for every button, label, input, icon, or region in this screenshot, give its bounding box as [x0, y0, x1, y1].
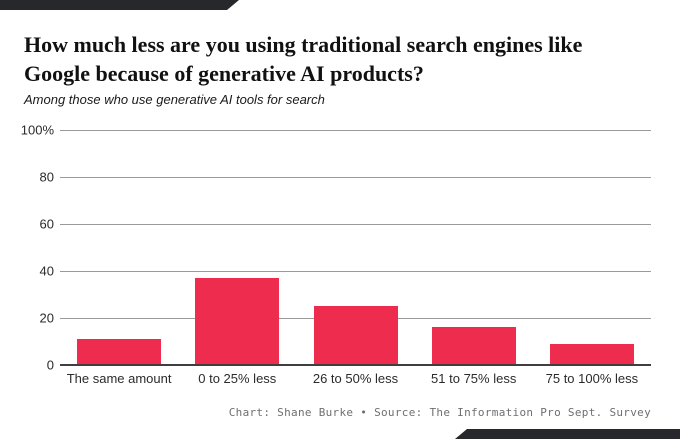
bar: [195, 278, 280, 365]
x-tick-label: 0 to 25% less: [198, 371, 277, 386]
chart-title: How much less are you using traditional …: [24, 32, 583, 86]
bar-chart: 0 20 40 60 80 100% The same amount 0 to 25% le…: [0, 123, 680, 390]
x-axis-baseline: [60, 364, 651, 366]
bar: [431, 327, 516, 365]
gridline: [60, 224, 651, 225]
x-tick-label: 26 to 50% less: [312, 371, 399, 386]
gridline: [60, 271, 651, 272]
y-tick-label: 80: [39, 169, 54, 185]
chart-subtitle: Among those who use generative AI tools …: [24, 92, 325, 107]
y-tick-label: 100%: [20, 122, 54, 138]
plot-area: [60, 130, 651, 366]
gridline: [60, 130, 651, 131]
credit-line: Chart: Shane Burke • Source: The Informa…: [228, 406, 651, 419]
bar: [549, 343, 634, 365]
y-tick-label: 60: [39, 216, 54, 232]
y-tick-label: 0: [46, 357, 54, 373]
bottom-accent-bar: [455, 429, 680, 439]
bar: [313, 306, 398, 365]
top-accent-bar: [0, 0, 239, 10]
x-tick-label: 51 to 75% less: [431, 371, 517, 386]
x-axis: The same amount 0 to 25% less 26 to 50% le…: [60, 371, 651, 389]
gridline: [60, 177, 651, 178]
x-tick-label: 75 to 100% less: [545, 371, 639, 386]
bar: [77, 339, 162, 365]
y-tick-label: 20: [39, 310, 54, 326]
x-tick-label: The same amount: [66, 371, 172, 386]
y-tick-label: 40: [39, 263, 54, 279]
